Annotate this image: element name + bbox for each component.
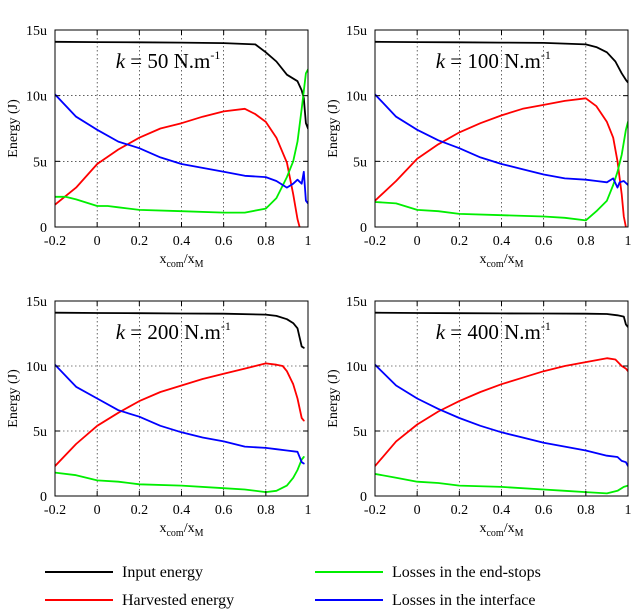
x-tick-label: 0.2 [451, 503, 469, 518]
chart-panel-1: -0.2 0 0.2 0.4 0.6 0.8 105u10u15uxcom/xMEnergy… [6, 24, 312, 270]
x-tick-label: 1 [305, 234, 312, 249]
chart-panels: -0.2 0 0.2 0.4 0.6 0.8 105u10u15uxcom/xMEnergy… [6, 24, 632, 539]
x-tick-label: 0.8 [257, 234, 275, 249]
x-axis-label: xcom/xM [159, 521, 203, 539]
x-tick-label: 0 [414, 234, 421, 249]
series-group [55, 311, 305, 494]
series-line-interface [55, 363, 305, 465]
chart-panel-3: -0.2 0 0.2 0.4 0.6 0.8 105u10u15uxcom/xMEnergy… [6, 295, 312, 539]
legend: Input energy Harvested energy Losses in th… [45, 564, 541, 609]
y-tick-label: 15u [26, 295, 47, 310]
y-tick-label: 15u [26, 24, 47, 39]
chart-panel-2: -0.2 0 0.2 0.4 0.6 0.8 105u10u15uxcom/xMEnergy… [326, 24, 632, 270]
series-line-endstops [375, 121, 628, 222]
y-tick-label: 10u [346, 360, 367, 375]
x-axis-label: xcom/xM [479, 521, 523, 539]
y-tick-label: 15u [346, 24, 367, 39]
series-line-endstops [55, 68, 308, 214]
series-line-input [55, 311, 305, 349]
x-tick-label: 0.8 [257, 503, 275, 518]
x-tick-label: 1 [625, 503, 632, 518]
series-group [375, 311, 628, 495]
legend-label: Harvested energy [122, 592, 234, 609]
series-line-harvested [375, 357, 628, 468]
x-axis-label: xcom/xM [479, 252, 523, 270]
y-tick-label: 5u [33, 155, 47, 170]
legend-item-endstops: Losses in the end-stops [315, 564, 541, 581]
stiffness-annotation: k = 200 N.m-1 [116, 319, 231, 344]
x-tick-label: 0 [414, 503, 421, 518]
stiffness-annotation: k = 400 N.m-1 [436, 319, 551, 344]
x-tick-label: -0.2 [364, 234, 386, 249]
series-line-interface [55, 93, 308, 205]
x-tick-label: 1 [305, 503, 312, 518]
series-line-endstops [375, 472, 628, 495]
legend-item-input: Input energy [45, 564, 203, 581]
y-tick-label: 15u [346, 295, 367, 310]
x-tick-label: 0.4 [493, 503, 511, 518]
y-tick-label: 0 [40, 490, 47, 505]
stiffness-annotation: k = 50 N.m-1 [116, 48, 221, 73]
x-axis-label: xcom/xM [159, 252, 203, 270]
y-tick-label: 5u [353, 425, 367, 440]
y-axis-label: Energy (J) [326, 99, 341, 158]
y-tick-label: 0 [40, 221, 47, 236]
y-tick-label: 0 [360, 490, 367, 505]
y-axis-label: Energy (J) [326, 369, 341, 428]
y-tick-label: 5u [353, 155, 367, 170]
series-line-endstops [55, 456, 305, 494]
x-tick-label: -0.2 [44, 503, 66, 518]
x-tick-label: 0.6 [215, 234, 233, 249]
series-line-input [375, 40, 628, 84]
x-tick-label: 0.6 [535, 234, 553, 249]
x-tick-label: 0.2 [131, 234, 149, 249]
series-line-harvested [55, 362, 305, 468]
x-tick-label: 0.4 [173, 503, 191, 518]
x-tick-label: 0.8 [577, 234, 595, 249]
x-tick-label: 1 [625, 234, 632, 249]
y-tick-label: 5u [33, 425, 47, 440]
y-axis-label: Energy (J) [6, 369, 21, 428]
x-tick-label: -0.2 [44, 234, 66, 249]
x-tick-label: 0.2 [131, 503, 149, 518]
x-tick-label: 0.4 [493, 234, 511, 249]
legend-label: Input energy [122, 564, 203, 581]
series-line-interface [375, 93, 628, 189]
x-tick-label: 0.4 [173, 234, 191, 249]
y-axis-label: Energy (J) [6, 99, 21, 158]
y-tick-label: 10u [26, 90, 47, 105]
x-tick-label: 0.2 [451, 234, 469, 249]
x-tick-label: -0.2 [364, 503, 386, 518]
x-tick-label: 0.6 [535, 503, 553, 518]
y-tick-label: 10u [26, 360, 47, 375]
legend-label: Losses in the interface [392, 592, 536, 609]
stiffness-annotation: k = 100 N.m-1 [436, 48, 551, 73]
series-group [375, 40, 628, 227]
legend-item-interface: Losses in the interface [315, 592, 536, 609]
x-tick-label: 0.8 [577, 503, 595, 518]
y-tick-label: 0 [360, 221, 367, 236]
chart-panel-4: -0.2 0 0.2 0.4 0.6 0.8 105u10u15uxcom/xMEnergy… [326, 295, 632, 539]
series-group [55, 40, 308, 227]
x-tick-label: 0.6 [215, 503, 233, 518]
legend-label: Losses in the end-stops [392, 564, 541, 581]
legend-item-harvested: Harvested energy [45, 592, 234, 609]
x-tick-label: 0 [94, 503, 101, 518]
y-tick-label: 10u [346, 90, 367, 105]
series-line-interface [375, 363, 628, 468]
x-tick-label: 0 [94, 234, 101, 249]
series-line-input [375, 311, 628, 328]
